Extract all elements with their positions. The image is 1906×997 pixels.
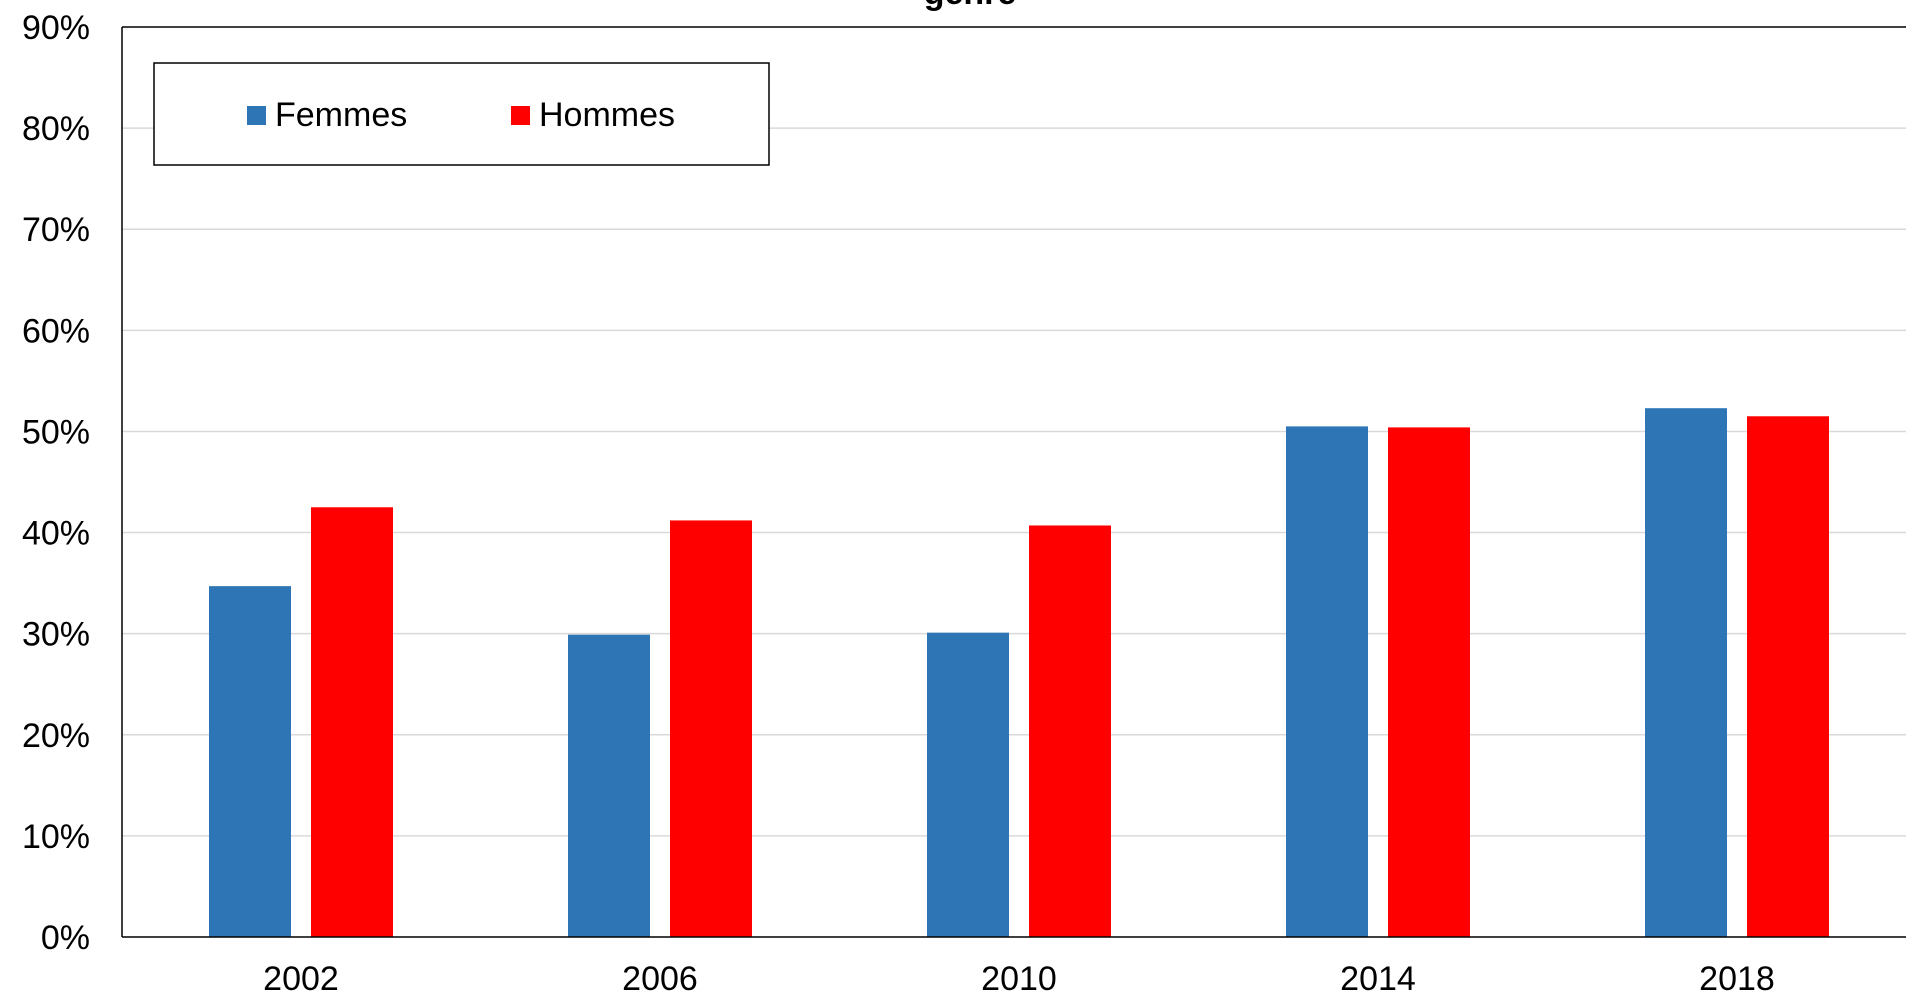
y-tick-label: 90% (22, 9, 90, 47)
bar-femmes-2006 (568, 634, 650, 937)
y-tick-label: 60% (22, 312, 90, 350)
bar-hommes-2002 (311, 507, 393, 937)
x-tick-label: 2010 (981, 960, 1057, 997)
y-tick-label: 10% (22, 818, 90, 856)
bar-hommes-2010 (1029, 525, 1111, 937)
y-tick-label: 80% (22, 110, 90, 148)
bars (209, 408, 1829, 937)
x-tick-label: 2002 (263, 960, 339, 997)
y-tick-label: 70% (22, 211, 90, 249)
bar-hommes-2018 (1747, 416, 1829, 937)
y-tick-labels: 0% 10% 20% 30% 40% 50% 60% 70% 80% 90% (22, 9, 90, 957)
y-tick-label: 0% (41, 919, 90, 957)
x-tick-labels: 2002 2006 2010 2014 2018 (263, 960, 1775, 997)
legend-box (153, 62, 770, 166)
x-tick-label: 2014 (1340, 960, 1416, 997)
bar-hommes-2014 (1388, 427, 1470, 937)
legend-swatch-femmes (247, 106, 266, 125)
chart-title: genre (924, 0, 1017, 12)
legend-swatch-hommes (511, 106, 530, 125)
bar-femmes-2014 (1286, 426, 1368, 937)
bar-femmes-2018 (1645, 408, 1727, 937)
bar-femmes-2002 (209, 586, 291, 937)
y-tick-label: 50% (22, 413, 90, 451)
bar-femmes-2010 (927, 632, 1009, 937)
y-tick-label: 20% (22, 717, 90, 755)
y-tick-label: 30% (22, 616, 90, 654)
x-tick-label: 2018 (1699, 960, 1775, 997)
gridlines (122, 127, 1906, 837)
legend-label-hommes: Hommes (539, 96, 675, 134)
bar-hommes-2006 (670, 520, 752, 937)
x-tick-label: 2006 (622, 960, 698, 997)
legend-label-femmes: Femmes (275, 96, 407, 134)
y-tick-label: 40% (22, 515, 90, 553)
legend: Femmes Hommes (153, 62, 770, 166)
axes (121, 26, 1906, 938)
